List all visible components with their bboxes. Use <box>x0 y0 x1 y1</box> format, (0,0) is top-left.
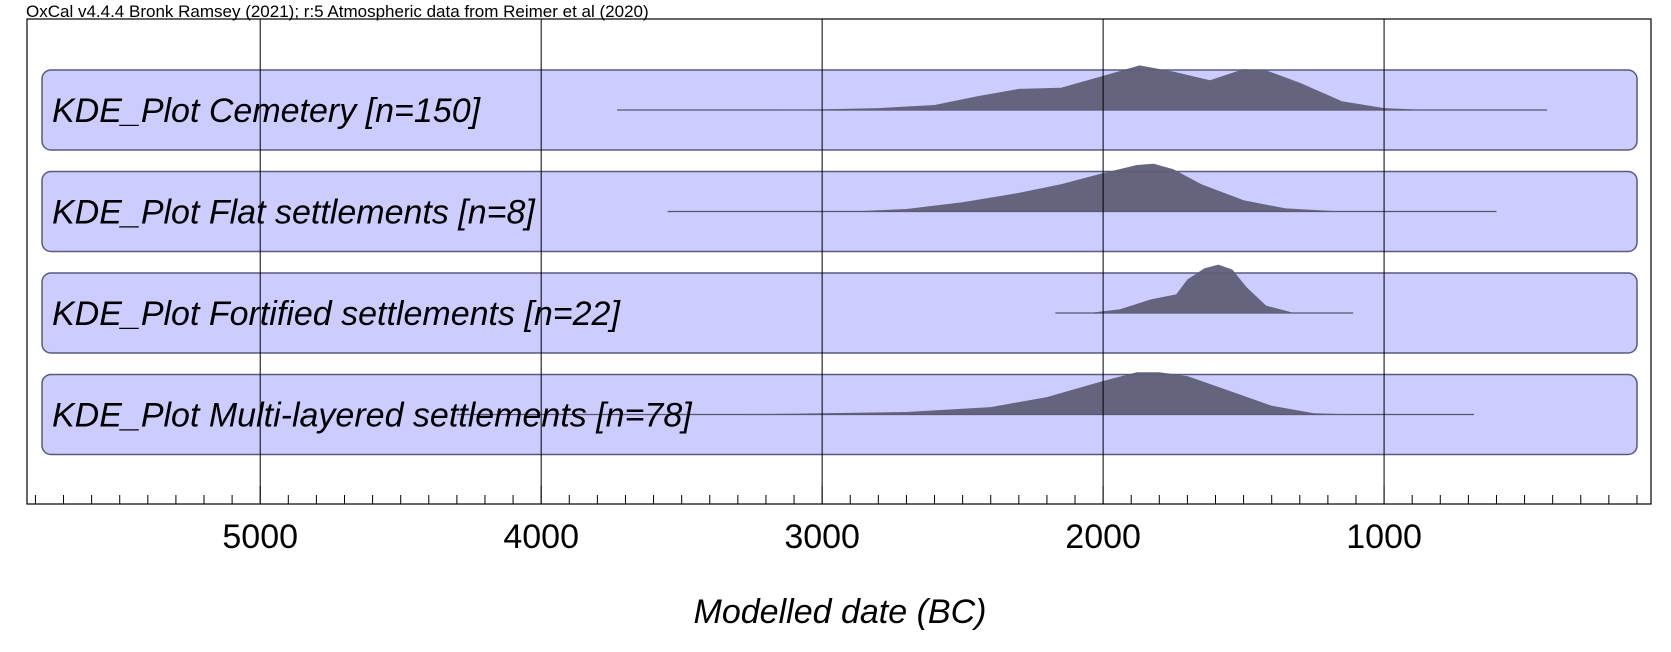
plot-rows: KDE_Plot Cemetery [n=150] KDE_Plot Flat s… <box>41 65 1638 456</box>
row-label: KDE_Plot Fortified settlements [n=22] <box>52 295 621 333</box>
x-tick-label: 2000 <box>1065 518 1141 556</box>
x-tick-label: 1000 <box>1346 518 1422 556</box>
density-curve <box>737 65 1427 110</box>
density-curve <box>850 163 1342 212</box>
plot-row: KDE_Plot Flat settlements [n=8] <box>41 163 1638 253</box>
plot-row: KDE_Plot Fortified settlements [n=22] <box>41 264 1638 354</box>
x-tick-label: 3000 <box>784 518 860 556</box>
x-tick-label: 4000 <box>503 518 579 556</box>
plot-row: KDE_Plot Cemetery [n=150] <box>41 65 1638 151</box>
density-curve <box>737 372 1356 415</box>
row-label: KDE_Plot Multi-layered settlements [n=78… <box>52 397 693 435</box>
row-label: KDE_Plot Flat settlements [n=8] <box>52 194 536 232</box>
density-curve <box>1089 264 1295 313</box>
header-text: OxCal v4.4.4 Bronk Ramsey (2021); r:5 At… <box>26 2 649 21</box>
x-axis: 5000 4000 3000 2000 1000 <box>34 486 1638 556</box>
gridlines <box>259 19 1385 504</box>
x-axis-title: Modelled date (BC) <box>694 593 987 631</box>
plot-frame <box>26 18 1652 505</box>
plot-row: KDE_Plot Multi-layered settlements [n=78… <box>41 372 1638 456</box>
row-label: KDE_Plot Cemetery [n=150] <box>52 92 482 130</box>
x-tick-label: 5000 <box>222 518 298 556</box>
